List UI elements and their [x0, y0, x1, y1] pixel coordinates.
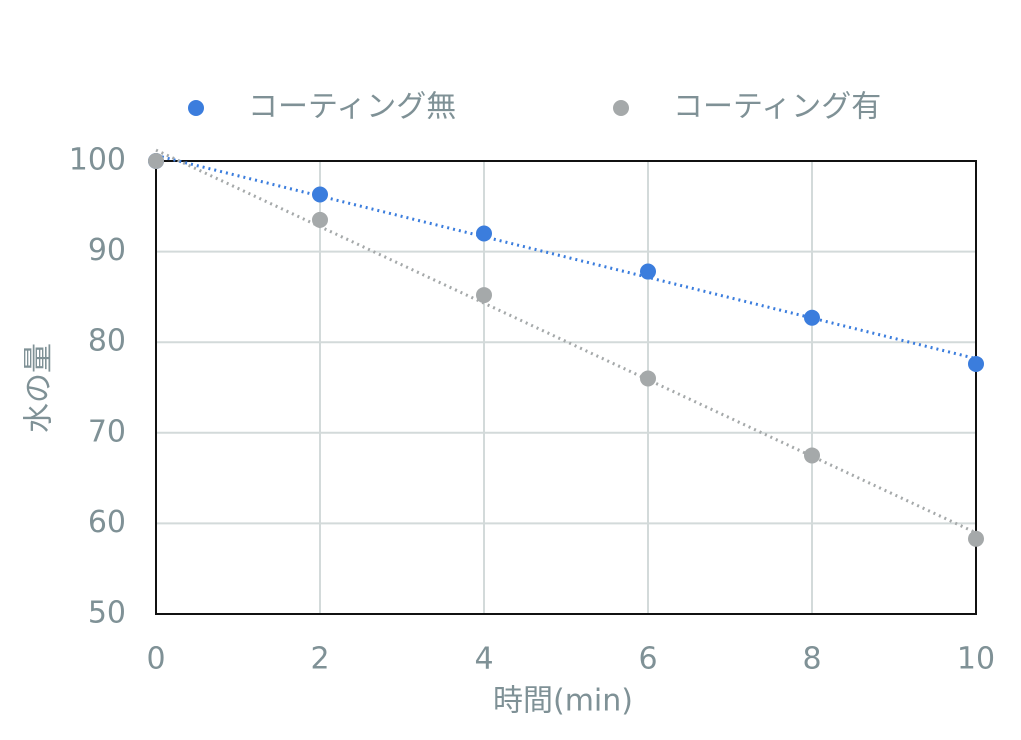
data-point: [312, 186, 328, 203]
y-axis-label: 水の量: [22, 343, 57, 433]
legend-marker: [613, 100, 629, 116]
data-point: [804, 309, 820, 326]
plot-border: [155, 160, 977, 615]
y-tick-label: 90: [88, 233, 126, 268]
data-point: [804, 447, 820, 464]
data-point: [968, 355, 984, 372]
data-point: [148, 153, 164, 169]
y-tick-label: 60: [88, 505, 126, 540]
legend-label: コーティング有: [673, 90, 881, 125]
x-tick-label: 10: [957, 642, 995, 677]
data-point: [968, 530, 984, 547]
y-tick-label: 100: [69, 143, 126, 178]
data-point: [476, 225, 492, 242]
x-tick-label: 6: [638, 642, 657, 677]
x-tick-label: 8: [802, 642, 821, 677]
trendline: [155, 148, 977, 535]
y-tick-label: 50: [88, 596, 126, 631]
y-tick-label: 70: [88, 414, 126, 449]
data-point: [476, 287, 492, 304]
data-point: [640, 263, 656, 280]
data-point: [312, 211, 328, 228]
legend-marker: [188, 100, 204, 116]
x-tick-label: 4: [474, 642, 493, 677]
data-point: [640, 370, 656, 387]
x-tick-label: 0: [146, 642, 165, 677]
trendline: [155, 153, 977, 361]
x-tick-label: 2: [310, 642, 329, 677]
legend-label: コーティング無: [248, 90, 456, 125]
y-tick-label: 80: [88, 324, 126, 359]
x-axis-label: 時間(min): [493, 684, 633, 719]
